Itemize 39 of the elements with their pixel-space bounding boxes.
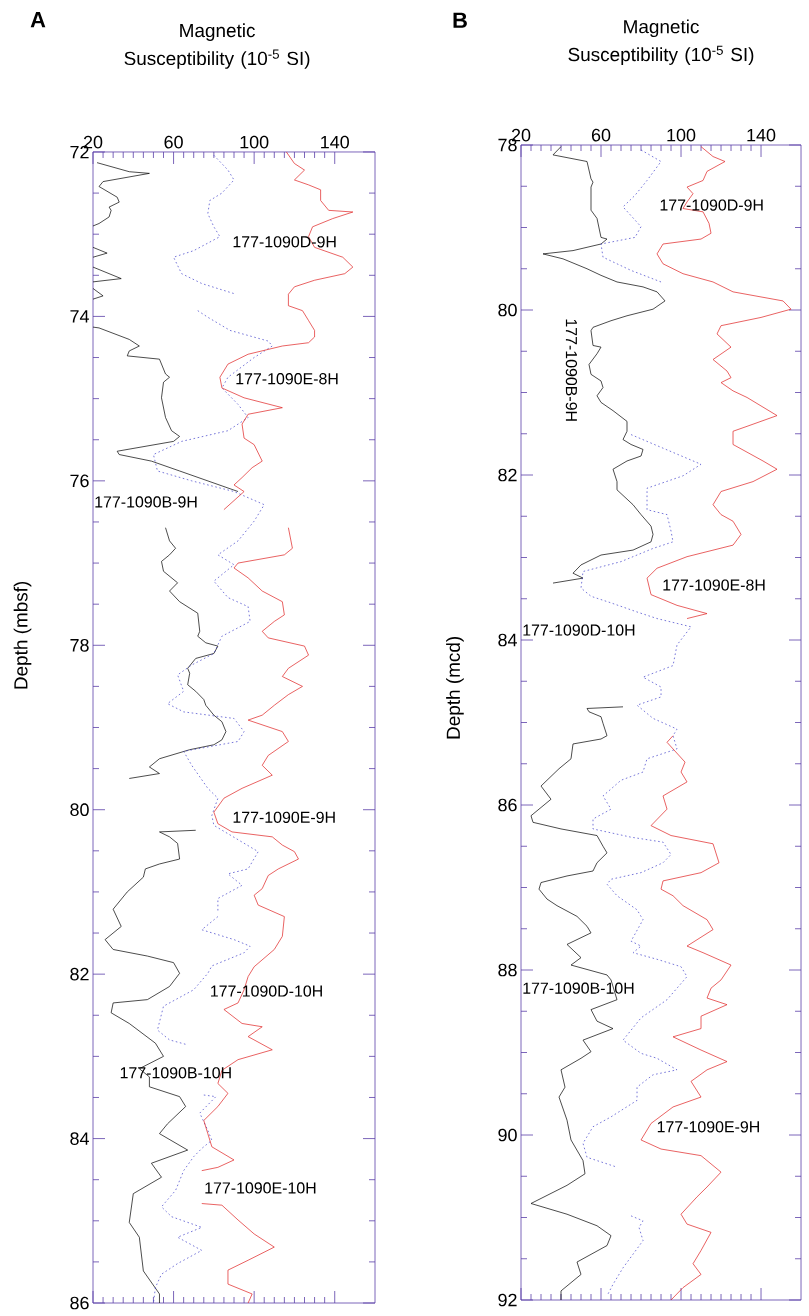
x-tick-label: 60 — [591, 128, 611, 142]
annotation: 177-1090D-10H — [523, 624, 635, 636]
y-tick-label: 82 — [498, 468, 517, 482]
chart-title: B — [453, 12, 467, 28]
annotation: 177-1090D-10H — [211, 985, 322, 997]
x-tick-label: 140 — [321, 135, 349, 149]
annotation: 177-1090E-9H — [233, 811, 335, 823]
annotation: 177-1090E-10H — [205, 1182, 316, 1194]
y-tick-label: 86 — [70, 1296, 89, 1310]
x-tick-label: 60 — [164, 135, 183, 149]
y-tick-label: 78 — [70, 638, 89, 652]
annotation: 177-1090B-9H — [565, 319, 578, 421]
annotation: 177-1090E-9H — [657, 1121, 759, 1133]
y-tick-label: 90 — [498, 1128, 517, 1142]
y-tick-label: 84 — [70, 1132, 89, 1145]
y-tick-label: 84 — [498, 633, 517, 647]
annotation: 177-1090E-8H — [236, 373, 338, 385]
annotation: 177-1090B-10H — [523, 982, 634, 994]
y-axis-title: Depth (mbsf) — [13, 581, 32, 689]
annotation: 177-1090D-9H — [233, 236, 336, 248]
x-tick-label: 100 — [667, 128, 696, 142]
y-tick-label: 76 — [70, 474, 89, 488]
chart-title: A — [30, 12, 46, 28]
y-tick-label: 92 — [498, 1293, 517, 1307]
y-axis-title: Depth (mcd) — [446, 637, 464, 739]
y-tick-label: 88 — [498, 963, 517, 977]
annotation: 177-1090D-9H — [660, 199, 763, 211]
y-tick-label: 86 — [498, 798, 517, 812]
y-tick-label: 74 — [70, 310, 89, 323]
annotation: 177-1090B-9H — [95, 496, 197, 508]
y-tick-label: 80 — [498, 303, 517, 317]
y-tick-label: 80 — [70, 803, 89, 817]
y-tick-label: 82 — [70, 967, 89, 981]
x-axis-title: Magnetic Susceptibility (10$^{-5}$ SI) — [568, 19, 754, 65]
x-tick-label: 140 — [747, 128, 776, 142]
x-axis-title: Magnetic Susceptibility (10$^{-5}$ SI) — [124, 23, 310, 69]
annotation: 177-1090B-10H — [120, 1067, 231, 1079]
x-tick-label: 100 — [240, 135, 269, 149]
annotation: 177-1090E-8H — [663, 579, 765, 591]
